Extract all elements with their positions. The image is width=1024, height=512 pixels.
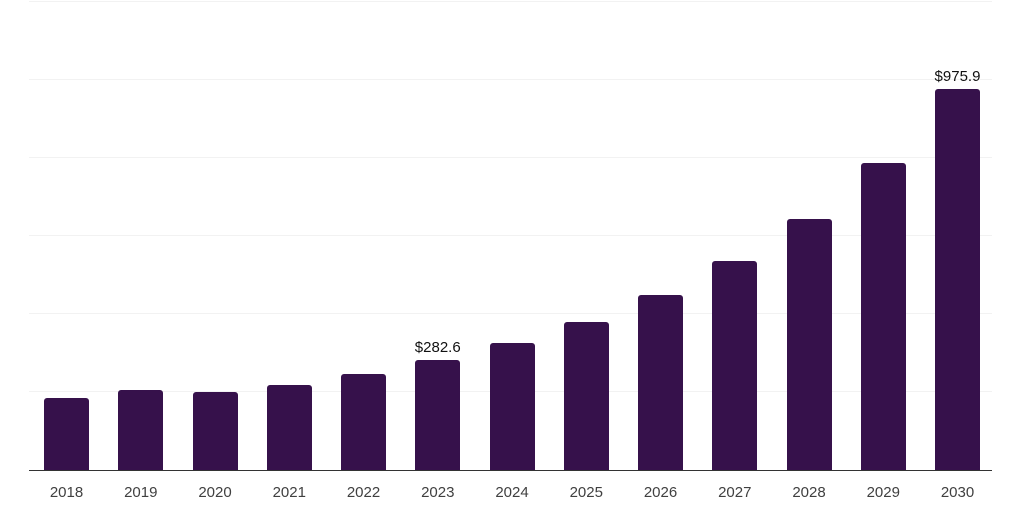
x-tick-label-2029: 2029	[866, 484, 900, 501]
x-tick-label-2030: 2030	[940, 484, 975, 501]
x-tick-label-2018: 2018	[49, 484, 84, 501]
gridline-600	[29, 235, 992, 236]
bar-2018[interactable]	[44, 398, 89, 470]
x-tick-label-2024: 2024	[495, 484, 529, 501]
bar-2022[interactable]	[341, 374, 386, 470]
bar-2024[interactable]	[489, 343, 535, 470]
bar-2023[interactable]	[415, 359, 461, 470]
bar-2026[interactable]	[638, 295, 683, 470]
x-tick-label-2026: 2026	[643, 484, 678, 501]
gridline-1200	[29, 0, 992, 2]
x-tick-label-2021: 2021	[272, 484, 306, 501]
x-tick-label-2025: 2025	[569, 484, 603, 501]
x-axis-line	[29, 469, 992, 471]
bar-2025[interactable]	[563, 321, 609, 470]
x-tick-label-2022: 2022	[346, 484, 381, 501]
gridline-400	[29, 313, 992, 315]
gridline-1000	[29, 78, 992, 80]
bar-2027[interactable]	[712, 261, 758, 470]
bar-2028[interactable]	[786, 218, 832, 470]
bar-2029[interactable]	[860, 162, 906, 470]
x-tick-label-2028: 2028	[792, 484, 826, 501]
bar-2019[interactable]	[118, 390, 164, 470]
bar-2020[interactable]	[192, 391, 238, 470]
bar-2021[interactable]	[266, 385, 312, 470]
gridline-800	[29, 156, 992, 158]
x-tick-label-2019: 2019	[124, 484, 158, 501]
x-tick-label-2023: 2023	[421, 484, 455, 501]
x-tick-label-2027: 2027	[718, 484, 752, 501]
value-label-2030: $975.9	[934, 67, 981, 85]
x-tick-label-2020: 2020	[198, 484, 232, 501]
bar-2030[interactable]	[935, 88, 980, 470]
value-label-2023: $282.6	[414, 338, 461, 356]
